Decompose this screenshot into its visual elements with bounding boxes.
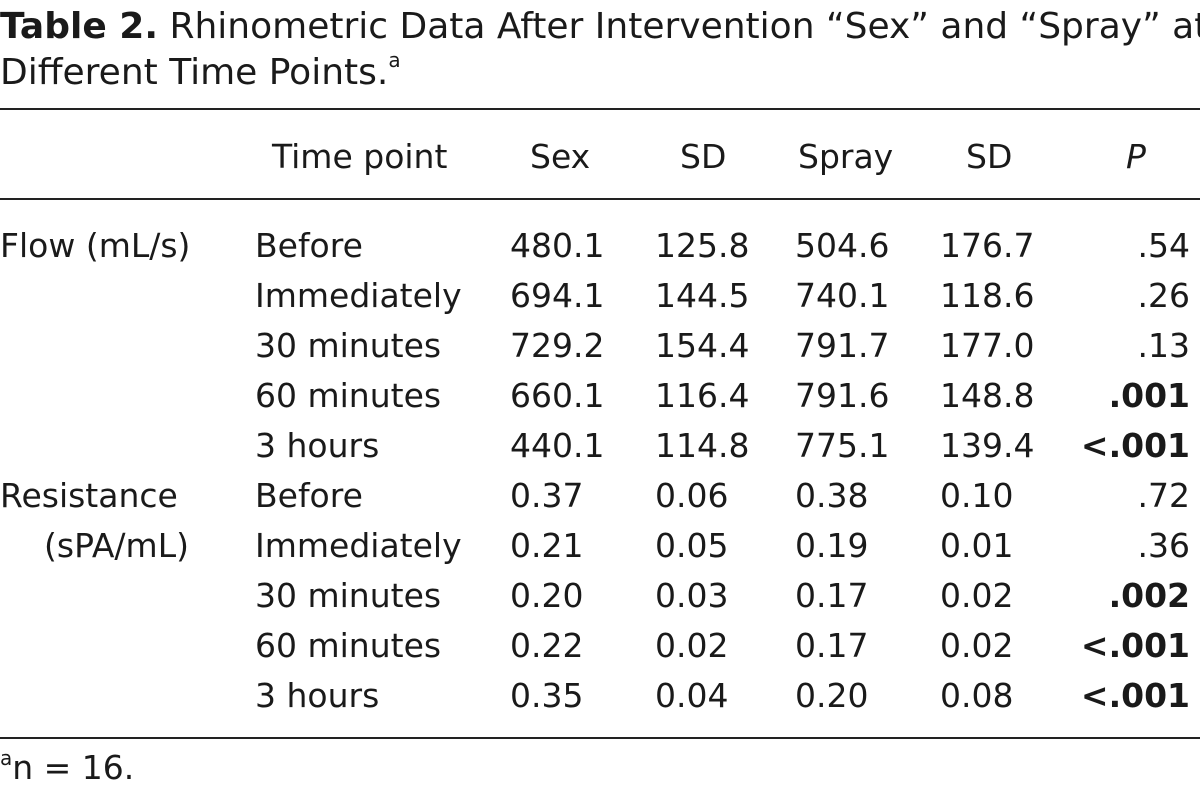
cell-sd-sex: 154.4 xyxy=(655,326,750,365)
header-sd-sex: SD xyxy=(680,137,727,176)
cell-p-value: .13 xyxy=(1137,326,1190,365)
group-label: Flow (mL/s) xyxy=(0,226,191,265)
cell-spray: 0.19 xyxy=(795,526,869,565)
cell-sd-spray: 148.8 xyxy=(940,376,1035,415)
cell-sex: 729.2 xyxy=(510,326,605,365)
cell-sex: 0.35 xyxy=(510,676,584,715)
table-footnote: an = 16. xyxy=(0,748,134,788)
cell-time-point: Immediately xyxy=(255,526,462,565)
header-p-value: P xyxy=(1126,137,1146,176)
cell-sd-spray: 0.10 xyxy=(940,476,1014,515)
caption-footnote-marker: a xyxy=(388,50,401,72)
group-label-unit: (sPA/mL) xyxy=(44,526,189,565)
cell-sex: 660.1 xyxy=(510,376,605,415)
cell-time-point: 3 hours xyxy=(255,676,380,715)
cell-p-value: .002 xyxy=(1108,576,1190,615)
table-caption: Table 2. Rhinometric Data After Interven… xyxy=(0,4,1200,50)
cell-p-value: .72 xyxy=(1137,476,1190,515)
cell-sex: 440.1 xyxy=(510,426,605,465)
top-rule xyxy=(0,108,1200,110)
cell-sd-sex: 0.04 xyxy=(655,676,729,715)
group-label: Resistance xyxy=(0,476,178,515)
cell-time-point: 60 minutes xyxy=(255,376,442,415)
footnote-marker: a xyxy=(0,746,13,770)
bottom-rule xyxy=(0,737,1200,739)
cell-sd-spray: 177.0 xyxy=(940,326,1035,365)
cell-time-point: Before xyxy=(255,476,363,515)
cell-p-value: .001 xyxy=(1108,376,1190,415)
cell-sex: 0.20 xyxy=(510,576,584,615)
cell-sd-spray: 0.01 xyxy=(940,526,1014,565)
cell-time-point: 60 minutes xyxy=(255,626,442,665)
cell-sd-sex: 125.8 xyxy=(655,226,750,265)
cell-sd-spray: 118.6 xyxy=(940,276,1035,315)
cell-sd-sex: 0.06 xyxy=(655,476,729,515)
header-rule xyxy=(0,198,1200,200)
cell-sex: 0.22 xyxy=(510,626,584,665)
cell-sd-spray: 0.02 xyxy=(940,626,1014,665)
footnote-text: n = 16. xyxy=(12,748,135,787)
table-caption-line-2: Different Time Points.a xyxy=(0,50,1200,96)
header-sd-spray: SD xyxy=(966,137,1013,176)
cell-sd-spray: 139.4 xyxy=(940,426,1035,465)
cell-spray: 504.6 xyxy=(795,226,890,265)
cell-spray: 0.17 xyxy=(795,626,869,665)
cell-sex: 694.1 xyxy=(510,276,605,315)
cell-spray: 740.1 xyxy=(795,276,890,315)
cell-spray: 775.1 xyxy=(795,426,890,465)
cell-time-point: Immediately xyxy=(255,276,462,315)
cell-spray: 0.17 xyxy=(795,576,869,615)
table-title-line-1: Rhinometric Data After Intervention “Sex… xyxy=(169,6,1200,47)
cell-p-value: .26 xyxy=(1137,276,1190,315)
table-title-line-2: Different Time Points. xyxy=(0,52,389,93)
header-sex: Sex xyxy=(530,137,591,176)
cell-p-value: .36 xyxy=(1137,526,1190,565)
cell-p-value: <.001 xyxy=(1080,626,1190,665)
cell-time-point: Before xyxy=(255,226,363,265)
cell-spray: 0.38 xyxy=(795,476,869,515)
cell-sd-sex: 144.5 xyxy=(655,276,750,315)
cell-time-point: 30 minutes xyxy=(255,326,442,365)
cell-sd-sex: 114.8 xyxy=(655,426,750,465)
cell-p-value: <.001 xyxy=(1080,676,1190,715)
header-spray: Spray xyxy=(798,137,894,176)
header-time-point: Time point xyxy=(272,137,448,176)
cell-sex: 0.21 xyxy=(510,526,584,565)
cell-sex: 0.37 xyxy=(510,476,584,515)
cell-sd-sex: 116.4 xyxy=(655,376,750,415)
cell-sd-sex: 0.02 xyxy=(655,626,729,665)
cell-p-value: .54 xyxy=(1137,226,1190,265)
cell-sex: 480.1 xyxy=(510,226,605,265)
cell-spray: 791.6 xyxy=(795,376,890,415)
cell-sd-spray: 0.02 xyxy=(940,576,1014,615)
cell-sd-spray: 0.08 xyxy=(940,676,1014,715)
cell-p-value: <.001 xyxy=(1080,426,1190,465)
cell-time-point: 3 hours xyxy=(255,426,380,465)
cell-spray: 791.7 xyxy=(795,326,890,365)
cell-time-point: 30 minutes xyxy=(255,576,442,615)
cell-sd-sex: 0.03 xyxy=(655,576,729,615)
cell-spray: 0.20 xyxy=(795,676,869,715)
table-label: Table 2. xyxy=(0,6,158,47)
cell-sd-spray: 176.7 xyxy=(940,226,1035,265)
cell-sd-sex: 0.05 xyxy=(655,526,729,565)
